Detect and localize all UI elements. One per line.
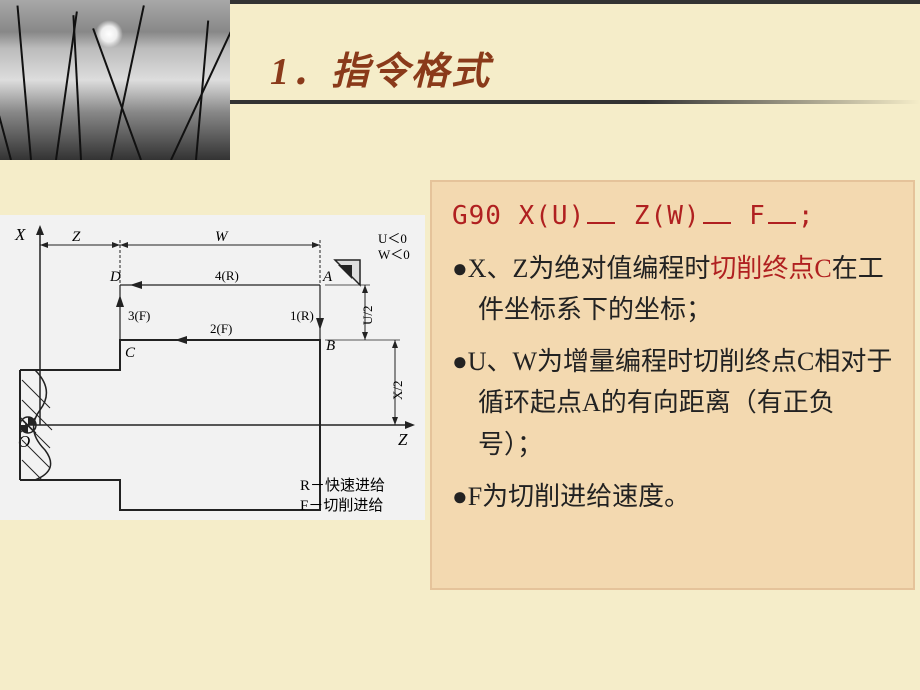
header-photo bbox=[0, 0, 230, 160]
code-part: G90 X(U) bbox=[452, 201, 585, 231]
code-format: G90 X(U) Z(W) F; bbox=[452, 196, 899, 238]
title-underline bbox=[230, 100, 920, 104]
description-box: G90 X(U) Z(W) F; ●X、Z为绝对值编程时切削终点C在工件坐标系下… bbox=[430, 180, 915, 590]
blank-field bbox=[703, 222, 731, 224]
bullet-3: ●F为切削进给速度。 bbox=[452, 476, 899, 518]
bullet-1a: ●X、Z为绝对值编程时 bbox=[452, 254, 710, 283]
move-4r: 4(R) bbox=[215, 268, 239, 283]
code-part: ; bbox=[798, 201, 815, 231]
move-1r: 1(R) bbox=[290, 308, 314, 323]
blank-field bbox=[768, 222, 796, 224]
move-3f: 3(F) bbox=[128, 308, 150, 323]
wheat-silhouette bbox=[195, 20, 209, 160]
dim-x2: X/2 bbox=[390, 381, 405, 401]
code-part: Z(W) bbox=[617, 201, 700, 231]
point-c: C bbox=[125, 345, 136, 361]
header-separator bbox=[230, 0, 920, 4]
bullet-1b-red: 切削终点C bbox=[710, 254, 831, 283]
axis-z-label: Z bbox=[398, 430, 408, 449]
dim-w: W bbox=[215, 229, 229, 245]
note-u0: U＜0 bbox=[378, 231, 407, 246]
wheat-silhouette bbox=[72, 15, 82, 160]
legend-f: F－切削进给 bbox=[300, 497, 383, 514]
bullet-2: ●U、W为增量编程时切削终点C相对于循环起点A的有向距离（有正负号）； bbox=[452, 341, 899, 466]
note-w0: W＜0 bbox=[378, 247, 410, 262]
code-part: F bbox=[733, 201, 766, 231]
move-2f: 2(F) bbox=[210, 321, 232, 336]
g90-diagram: X Z O D A B bbox=[0, 215, 425, 520]
slide-title: 1．指令格式 bbox=[270, 40, 491, 95]
dim-u2: U/2 bbox=[360, 306, 375, 326]
point-d: D bbox=[109, 269, 121, 285]
axis-x-label: X bbox=[14, 225, 26, 244]
bullet-1: ●X、Z为绝对值编程时切削终点C在工件坐标系下的坐标； bbox=[452, 248, 899, 331]
dim-z: Z bbox=[72, 229, 81, 245]
legend-r: R－快速进给 bbox=[300, 477, 385, 494]
point-a: A bbox=[322, 269, 333, 285]
blank-field bbox=[587, 222, 615, 224]
wheat-silhouette bbox=[0, 25, 12, 160]
wheat-silhouette bbox=[16, 6, 32, 160]
